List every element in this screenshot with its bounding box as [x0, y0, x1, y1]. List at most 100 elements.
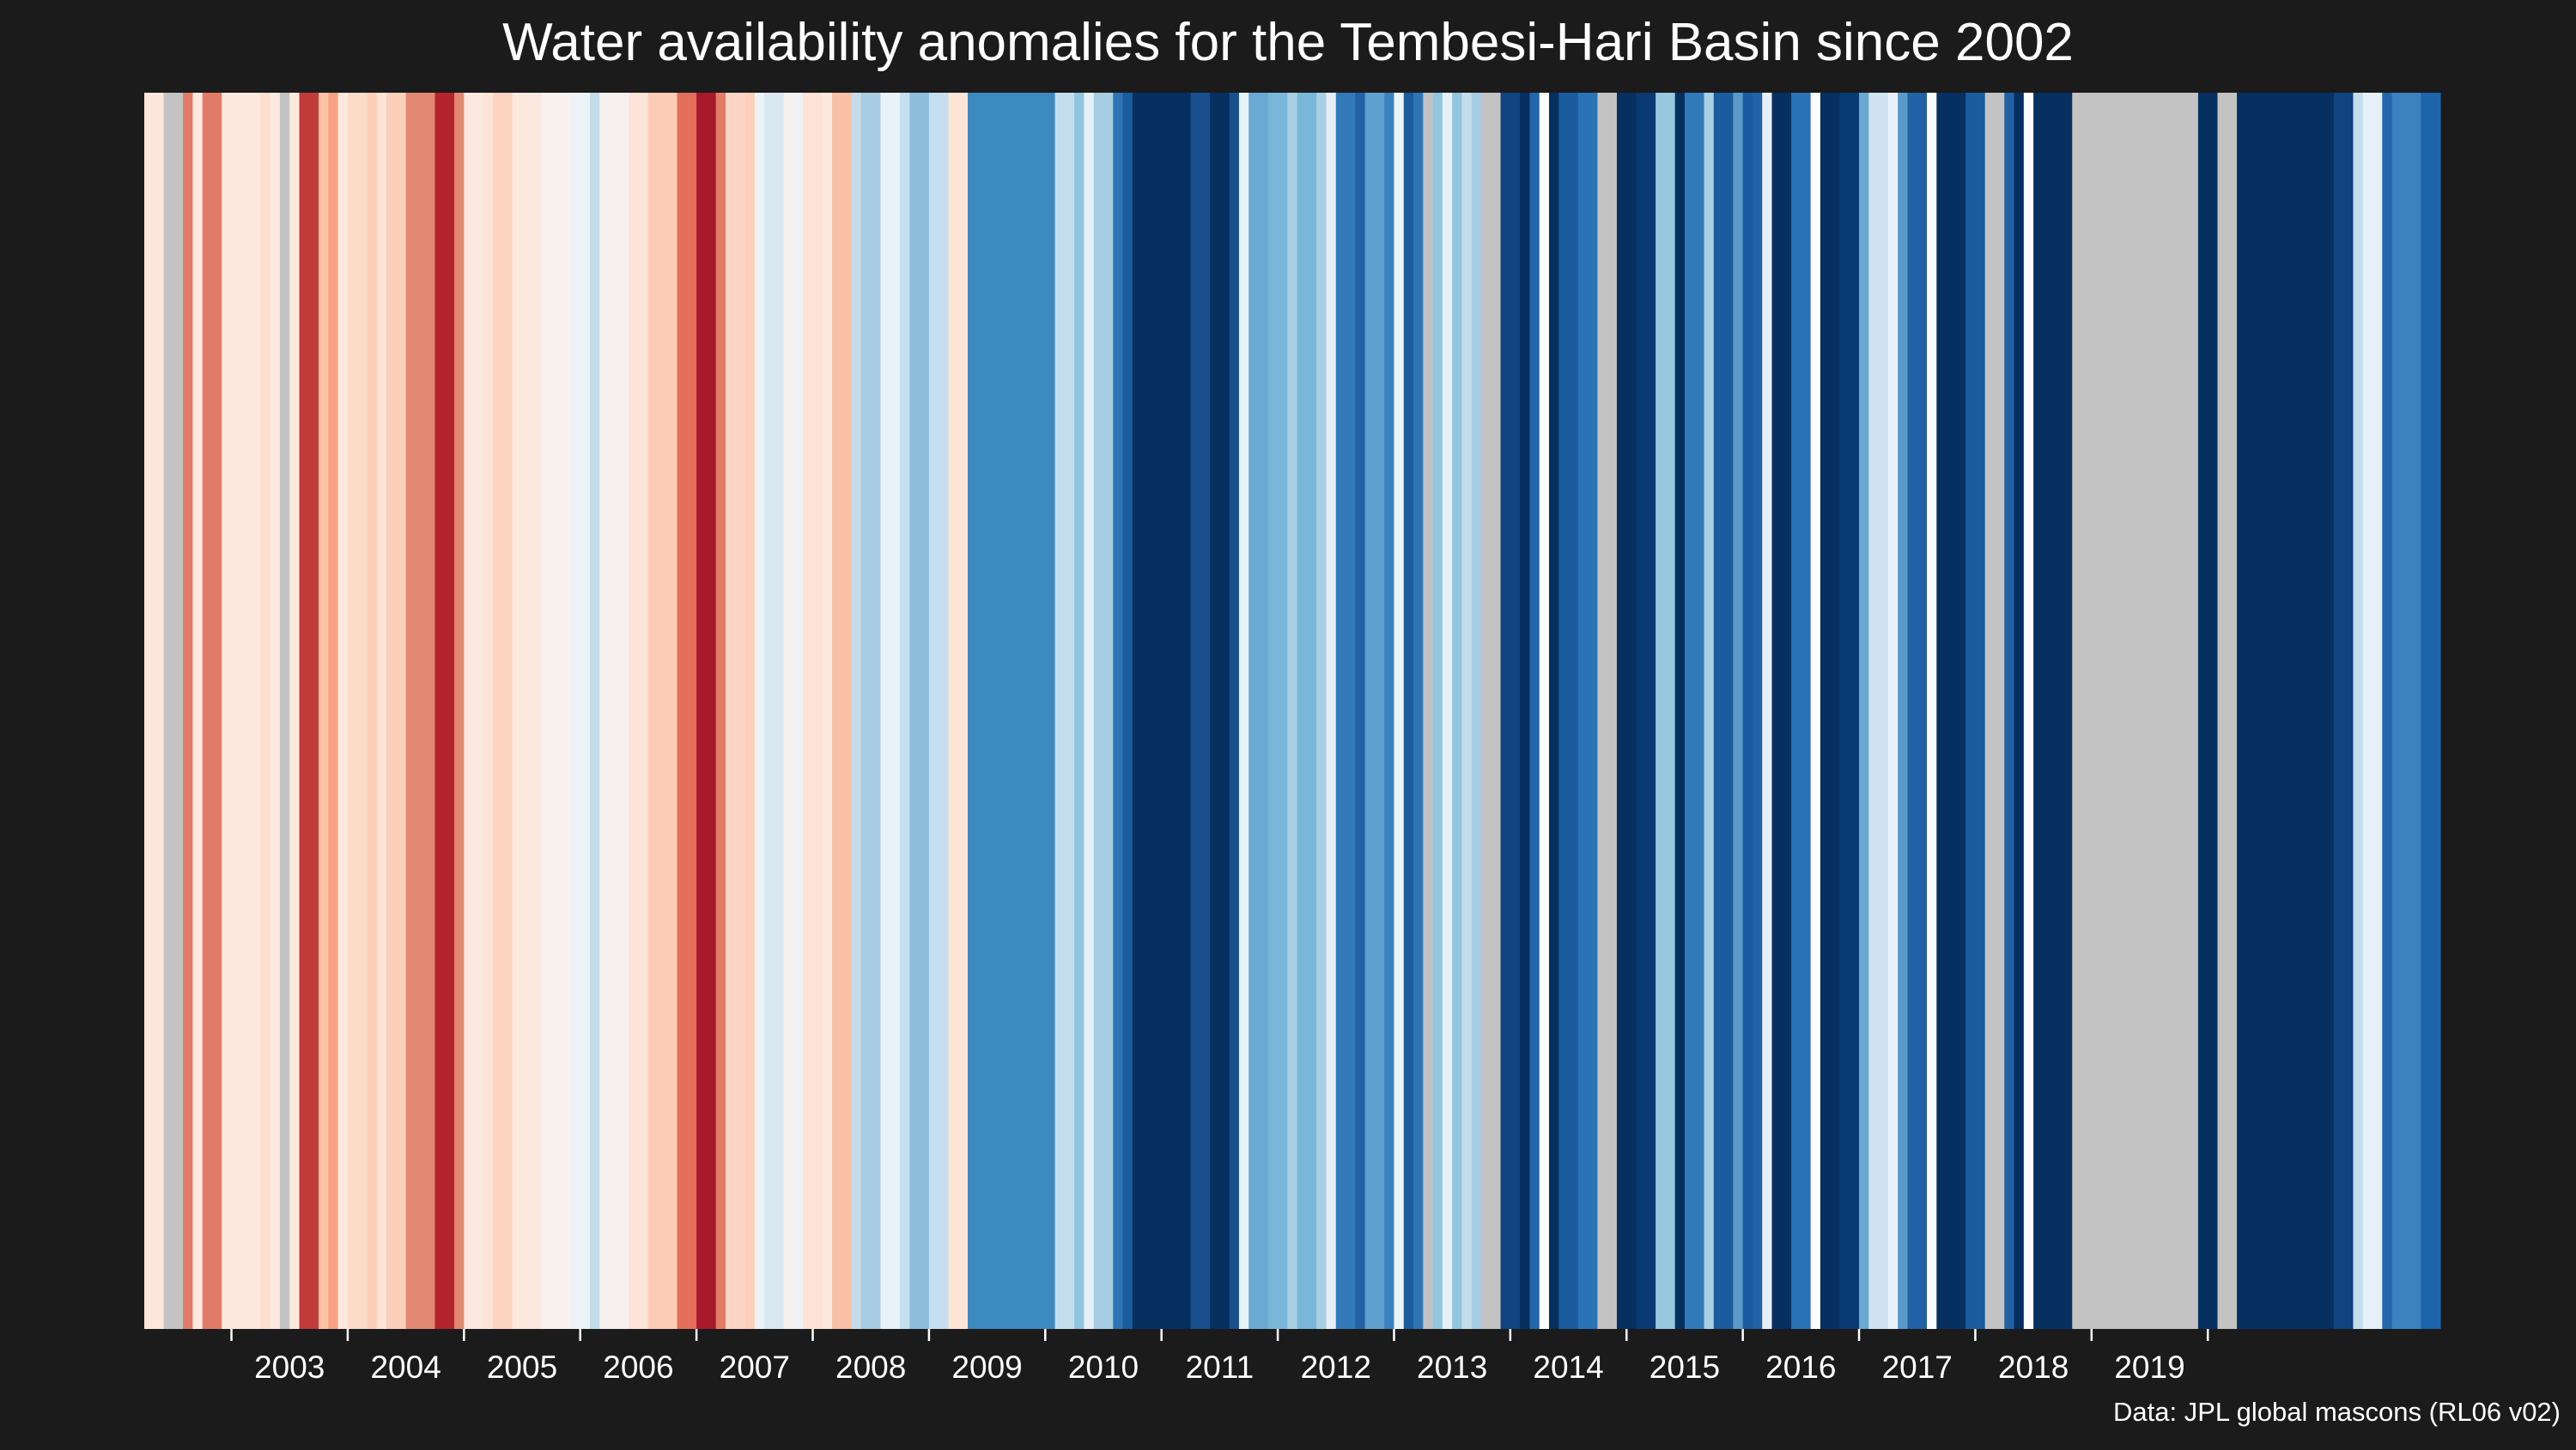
stripe: [1122, 93, 1133, 1329]
stripe: [1665, 93, 1676, 1329]
stripe: [231, 93, 242, 1329]
stripe: [2149, 93, 2160, 1329]
stripe: [251, 93, 261, 1329]
x-tick-label: 2009: [951, 1350, 1022, 1385]
stripe: [347, 93, 358, 1329]
stripe: [1849, 93, 1860, 1329]
stripe: [2208, 93, 2219, 1329]
stripe: [1801, 93, 1812, 1329]
stripe: [735, 93, 746, 1329]
stripe: [1306, 93, 1317, 1329]
stripe: [1500, 93, 1511, 1329]
stripe: [1791, 93, 1801, 1329]
stripe: [1917, 93, 1928, 1329]
stripe: [1403, 93, 1414, 1329]
stripe: [2305, 93, 2315, 1329]
stripe: [550, 93, 562, 1329]
stripe: [715, 93, 726, 1329]
stripe: [1529, 93, 1540, 1329]
stripe: [2401, 93, 2412, 1329]
stripe: [1297, 93, 1308, 1329]
stripe: [1568, 93, 1579, 1329]
stripe: [1742, 93, 1753, 1329]
stripe: [1142, 93, 1152, 1329]
stripe: [1491, 93, 1502, 1329]
stripe: [163, 93, 174, 1329]
stripe: [1432, 93, 1443, 1329]
stripe: [2256, 93, 2267, 1329]
stripe: [1481, 93, 1492, 1329]
stripe: [1200, 93, 1211, 1329]
x-tick-label: 2017: [1882, 1350, 1953, 1385]
stripe: [2343, 93, 2354, 1329]
stripe: [1539, 93, 1550, 1329]
x-tick-label: 2008: [835, 1350, 906, 1385]
stripe: [638, 93, 649, 1329]
stripe: [968, 93, 978, 1329]
stripe: [425, 93, 436, 1329]
stripe: [2391, 93, 2403, 1329]
stripe: [1656, 93, 1666, 1329]
stripe: [1830, 93, 1841, 1329]
stripe: [871, 93, 882, 1329]
stripe: [1694, 93, 1705, 1329]
stripe: [1258, 93, 1269, 1329]
stripe: [483, 93, 494, 1329]
stripe: [618, 93, 629, 1329]
stripe: [580, 93, 591, 1329]
stripe: [454, 93, 465, 1329]
stripe: [1210, 93, 1220, 1329]
stripe: [1054, 93, 1066, 1329]
stripe: [2217, 93, 2228, 1329]
stripe: [337, 93, 349, 1329]
stripe: [1762, 93, 1773, 1329]
stripe: [1181, 93, 1192, 1329]
x-tick-label: 2003: [254, 1350, 325, 1385]
stripe: [2333, 93, 2344, 1329]
stripe: [744, 93, 756, 1329]
stripe: [851, 93, 862, 1329]
stripe: [764, 93, 775, 1329]
stripe: [1452, 93, 1463, 1329]
stripe: [1626, 93, 1637, 1329]
stripe: [1771, 93, 1783, 1329]
stripe: [2362, 93, 2373, 1329]
stripe: [1442, 93, 1453, 1329]
stripe: [774, 93, 785, 1329]
stripe: [1045, 93, 1056, 1329]
stripe: [1190, 93, 1201, 1329]
stripe: [1219, 93, 1230, 1329]
stripe: [144, 93, 155, 1329]
stripe: [1287, 93, 1298, 1329]
stripe: [1103, 93, 1114, 1329]
stripe: [2140, 93, 2151, 1329]
stripe: [880, 93, 891, 1329]
stripe: [299, 93, 310, 1329]
stripe: [590, 93, 600, 1329]
stripe: [919, 93, 930, 1329]
stripe: [2227, 93, 2238, 1329]
stripe: [1346, 93, 1356, 1329]
stripe: [609, 93, 620, 1329]
x-tick-label: 2015: [1649, 1350, 1720, 1385]
stripe: [2169, 93, 2179, 1329]
stripe: [2197, 93, 2208, 1329]
stripe: [1684, 93, 1695, 1329]
stripe: [532, 93, 543, 1329]
stripe: [987, 93, 998, 1329]
stripe: [308, 93, 319, 1329]
stripe: [677, 93, 688, 1329]
stripe: [2062, 93, 2073, 1329]
stripe: [725, 93, 736, 1329]
stripe: [2275, 93, 2287, 1329]
stripe: [522, 93, 532, 1329]
stripe: [2421, 93, 2432, 1329]
stripe: [1674, 93, 1686, 1329]
stripe: [1520, 93, 1531, 1329]
x-tick-label: 2018: [1998, 1350, 2069, 1385]
stripe: [841, 93, 853, 1329]
stripe: [1025, 93, 1036, 1329]
stripe: [1965, 93, 1977, 1329]
stripe: [260, 93, 271, 1329]
x-tick-label: 2010: [1068, 1350, 1139, 1385]
